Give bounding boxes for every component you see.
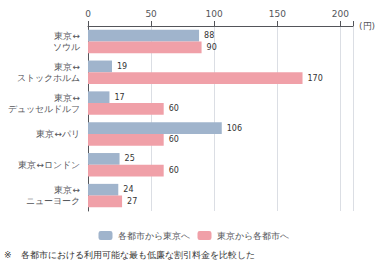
svg-text:90: 90	[207, 43, 217, 52]
svg-text:東京↔ロンドン: 東京↔ロンドン	[18, 160, 80, 170]
svg-text:60: 60	[169, 104, 179, 113]
svg-text:100: 100	[206, 9, 223, 19]
svg-text:東京から各都市へ: 東京から各都市へ	[217, 231, 289, 241]
svg-text:東京↔: 東京↔	[54, 93, 80, 103]
svg-text:60: 60	[169, 135, 179, 144]
svg-text:ストックホルム: ストックホルム	[17, 73, 80, 83]
svg-text:東京↔: 東京↔	[54, 31, 80, 41]
svg-text:ソウル: ソウル	[53, 42, 80, 52]
svg-text:ニューヨーク: ニューヨーク	[26, 196, 80, 206]
svg-text:60: 60	[169, 166, 179, 175]
svg-text:24: 24	[123, 185, 133, 194]
svg-text:27: 27	[127, 197, 137, 206]
svg-text:88: 88	[204, 31, 214, 40]
svg-text:25: 25	[125, 154, 135, 163]
svg-text:19: 19	[117, 62, 127, 71]
svg-text:東京↔パリ: 東京↔パリ	[36, 129, 80, 139]
svg-text:(円): (円)	[359, 21, 375, 31]
svg-text:0: 0	[85, 9, 91, 19]
svg-text:150: 150	[269, 9, 286, 19]
svg-text:東京↔: 東京↔	[54, 185, 80, 195]
svg-text:※ 各都市における利用可能な最も低廉な割引料金を比較した: ※ 各都市における利用可能な最も低廉な割引料金を比較した	[4, 250, 255, 260]
svg-text:17: 17	[114, 93, 124, 102]
svg-text:デュッセルドルフ: デュッセルドルフ	[8, 104, 80, 114]
svg-text:50: 50	[145, 9, 157, 19]
svg-text:200: 200	[332, 9, 349, 19]
svg-text:170: 170	[308, 74, 323, 83]
svg-text:東京↔: 東京↔	[54, 62, 80, 72]
svg-text:106: 106	[227, 124, 242, 133]
svg-text:各都市から東京へ: 各都市から東京へ	[118, 231, 190, 241]
